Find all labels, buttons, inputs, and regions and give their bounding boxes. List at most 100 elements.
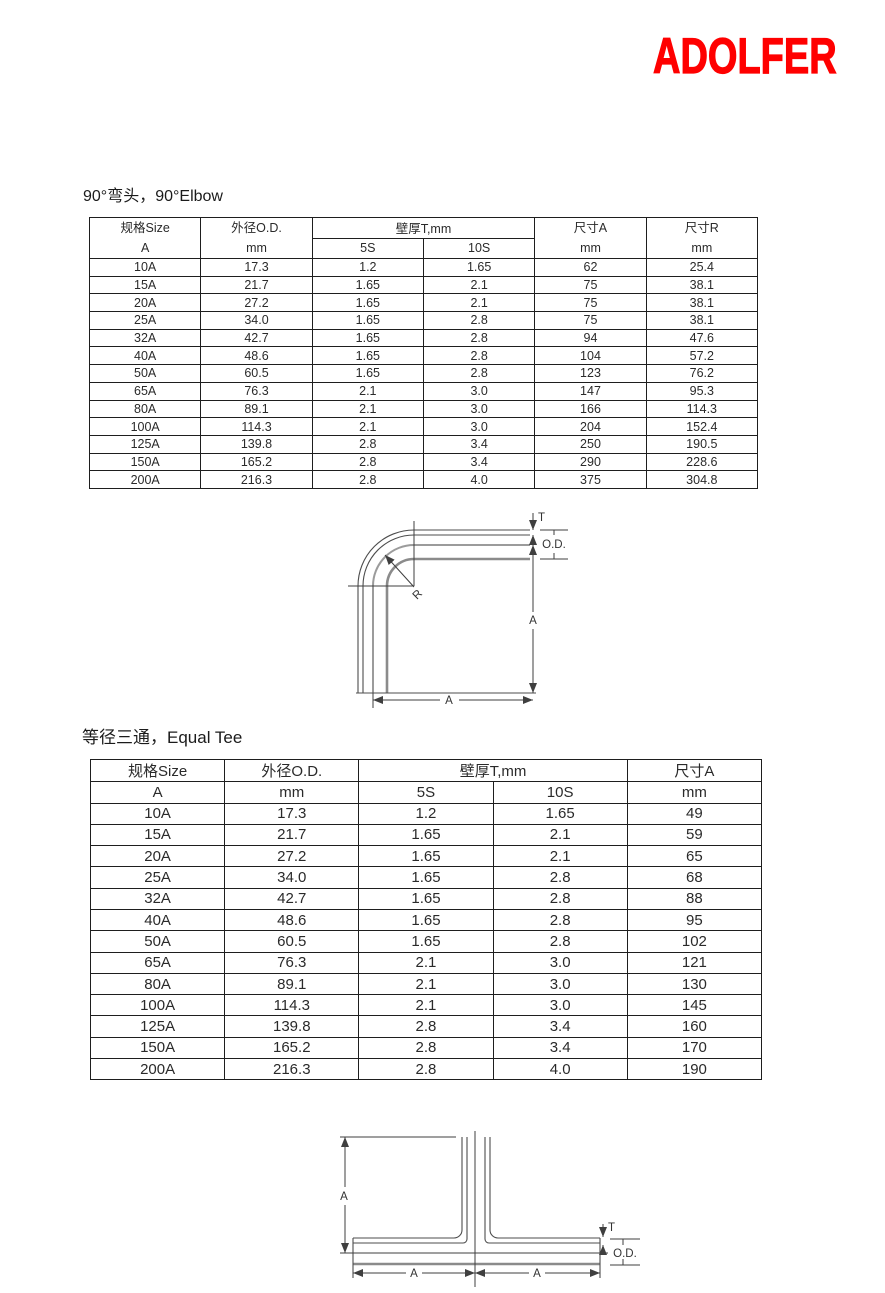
table-row: 200A 216.3 2.8 4.0 375 304.8 bbox=[88, 470, 759, 489]
table-row: 50A 60.5 1.65 2.8 123 76.2 bbox=[88, 364, 759, 383]
table-cell: 2.8 bbox=[422, 346, 536, 366]
table-cell: 165.2 bbox=[200, 452, 313, 472]
table-cell: 32A bbox=[89, 887, 226, 910]
table-cell: 38.1 bbox=[645, 311, 759, 330]
table-cell: 27.2 bbox=[200, 293, 313, 313]
table-cell: 95.3 bbox=[645, 381, 759, 401]
table-row: 40A 48.6 1.65 2.8 104 57.2 bbox=[88, 346, 759, 366]
table-cell: 60.5 bbox=[224, 930, 360, 953]
table-cell: 68 bbox=[626, 866, 763, 889]
table-row: 150A 165.2 2.8 3.4 170 bbox=[89, 1036, 763, 1060]
table-cell: 2.8 bbox=[358, 1058, 494, 1081]
col-header-dim-r: 尺寸R mm bbox=[645, 217, 759, 259]
table-cell: 65A bbox=[88, 381, 202, 401]
table-cell: 150A bbox=[89, 1036, 226, 1060]
table-cell: 152.4 bbox=[645, 417, 759, 436]
table-cell: 1.2 bbox=[311, 258, 424, 277]
table-cell: 38.1 bbox=[645, 275, 759, 295]
table-cell: 60.5 bbox=[200, 364, 313, 383]
table-cell: 145 bbox=[626, 994, 763, 1017]
table-cell: 3.0 bbox=[422, 399, 536, 419]
dim-label-od: O.D. bbox=[542, 539, 566, 551]
table-cell: 2.8 bbox=[358, 1015, 494, 1038]
table-row: 32A 42.7 1.65 2.8 94 47.6 bbox=[88, 328, 759, 348]
table-cell: 2.1 bbox=[492, 823, 628, 847]
table-cell: 10A bbox=[89, 802, 226, 825]
table-row: 20A 27.2 1.65 2.1 65 bbox=[89, 845, 763, 868]
table-cell: 2.1 bbox=[422, 293, 536, 313]
col-header-size-label: 规格Size bbox=[120, 221, 170, 235]
col-header-dim-a: 尺寸A bbox=[626, 759, 763, 782]
table-row: 25A 34.0 1.65 2.8 75 38.1 bbox=[88, 311, 759, 330]
table-row: 200A 216.3 2.8 4.0 190 bbox=[89, 1058, 763, 1081]
table-cell: 100A bbox=[88, 417, 202, 436]
table-cell: 1.2 bbox=[358, 802, 494, 825]
col-header-dim-r-unit: mm bbox=[691, 241, 713, 255]
table-cell: 48.6 bbox=[200, 346, 313, 366]
table-cell: 2.1 bbox=[358, 994, 494, 1017]
table-cell: 3.0 bbox=[492, 972, 628, 996]
table-cell: 2.1 bbox=[358, 972, 494, 996]
elbow-table-body: 10A 17.3 1.2 1.65 62 25.4 15A 21.7 1.65 2.1 75 38.1… bbox=[88, 258, 759, 489]
dim-label-a-side: A bbox=[529, 615, 537, 627]
elbow-far-contour bbox=[385, 557, 530, 693]
table-cell: 2.8 bbox=[311, 434, 424, 454]
table-cell: 1.65 bbox=[311, 328, 424, 348]
table-cell: 2.8 bbox=[422, 364, 536, 383]
table-cell: 1.65 bbox=[358, 866, 494, 889]
col-header-size-unit: A bbox=[140, 241, 150, 255]
table-cell: 160 bbox=[626, 1015, 763, 1038]
table-cell: 3.4 bbox=[492, 1015, 628, 1038]
table-cell: 32A bbox=[88, 328, 202, 348]
table-row: 20A 27.2 1.65 2.1 75 38.1 bbox=[88, 293, 759, 313]
tee-outer-left-contour bbox=[353, 1137, 463, 1239]
table-row: 40A 48.6 1.65 2.8 95 bbox=[89, 908, 763, 932]
table-cell: 200A bbox=[89, 1058, 226, 1081]
col-header-dim-a-label: 尺寸A bbox=[573, 221, 608, 235]
table-cell: 47.6 bbox=[645, 328, 759, 348]
table-cell: 57.2 bbox=[645, 346, 759, 366]
table-cell: 150A bbox=[88, 452, 202, 472]
table-cell: 1.65 bbox=[311, 311, 424, 330]
table-cell: 59 bbox=[626, 823, 763, 847]
tee-section-title: 等径三通，Equal Tee bbox=[82, 728, 243, 747]
table-cell: 34.0 bbox=[224, 866, 360, 889]
tee-inner-left-wall bbox=[353, 1137, 468, 1244]
table-cell: 3.4 bbox=[422, 452, 536, 472]
table-cell: 1.65 bbox=[358, 845, 494, 868]
table-row: 150A 165.2 2.8 3.4 290 228.6 bbox=[88, 452, 759, 472]
col-header-wall: 壁厚T,mm bbox=[311, 217, 536, 239]
table-cell: 95 bbox=[626, 908, 763, 932]
col-header-od-unit: mm bbox=[224, 781, 360, 804]
table-cell: 25A bbox=[88, 311, 202, 330]
table-cell: 2.8 bbox=[492, 866, 628, 889]
table-cell: 65 bbox=[626, 845, 763, 868]
table-row: 10A 17.3 1.2 1.65 62 25.4 bbox=[88, 258, 759, 277]
table-cell: 42.7 bbox=[224, 887, 360, 910]
table-cell: 21.7 bbox=[224, 823, 360, 847]
table-cell: 190 bbox=[626, 1058, 763, 1081]
radius-arrow bbox=[384, 554, 415, 588]
tee-outer-right-contour bbox=[489, 1137, 600, 1239]
table-cell: 42.7 bbox=[200, 328, 313, 348]
table-cell: 34.0 bbox=[200, 311, 313, 330]
table-row: 50A 60.5 1.65 2.8 102 bbox=[89, 930, 763, 953]
table-row: 100A 114.3 2.1 3.0 204 152.4 bbox=[88, 417, 759, 436]
tee-inner-right-wall bbox=[484, 1137, 600, 1244]
table-cell: 125A bbox=[89, 1015, 226, 1038]
table-cell: 2.8 bbox=[492, 908, 628, 932]
col-header-10s: 10S bbox=[492, 781, 628, 804]
col-header-size-unit: A bbox=[89, 781, 226, 804]
col-header-wall: 壁厚T,mm bbox=[358, 759, 628, 782]
table-cell: 2.8 bbox=[311, 452, 424, 472]
dim-label-od: O.D. bbox=[613, 1248, 637, 1260]
table-cell: 17.3 bbox=[200, 258, 313, 277]
table-cell: 216.3 bbox=[224, 1058, 360, 1081]
table-cell: 123 bbox=[534, 364, 647, 383]
table-cell: 1.65 bbox=[358, 823, 494, 847]
elbow-outer-contour bbox=[357, 529, 530, 693]
table-cell: 290 bbox=[534, 452, 647, 472]
table-cell: 216.3 bbox=[200, 470, 313, 489]
col-header-10s: 10S bbox=[422, 237, 536, 259]
